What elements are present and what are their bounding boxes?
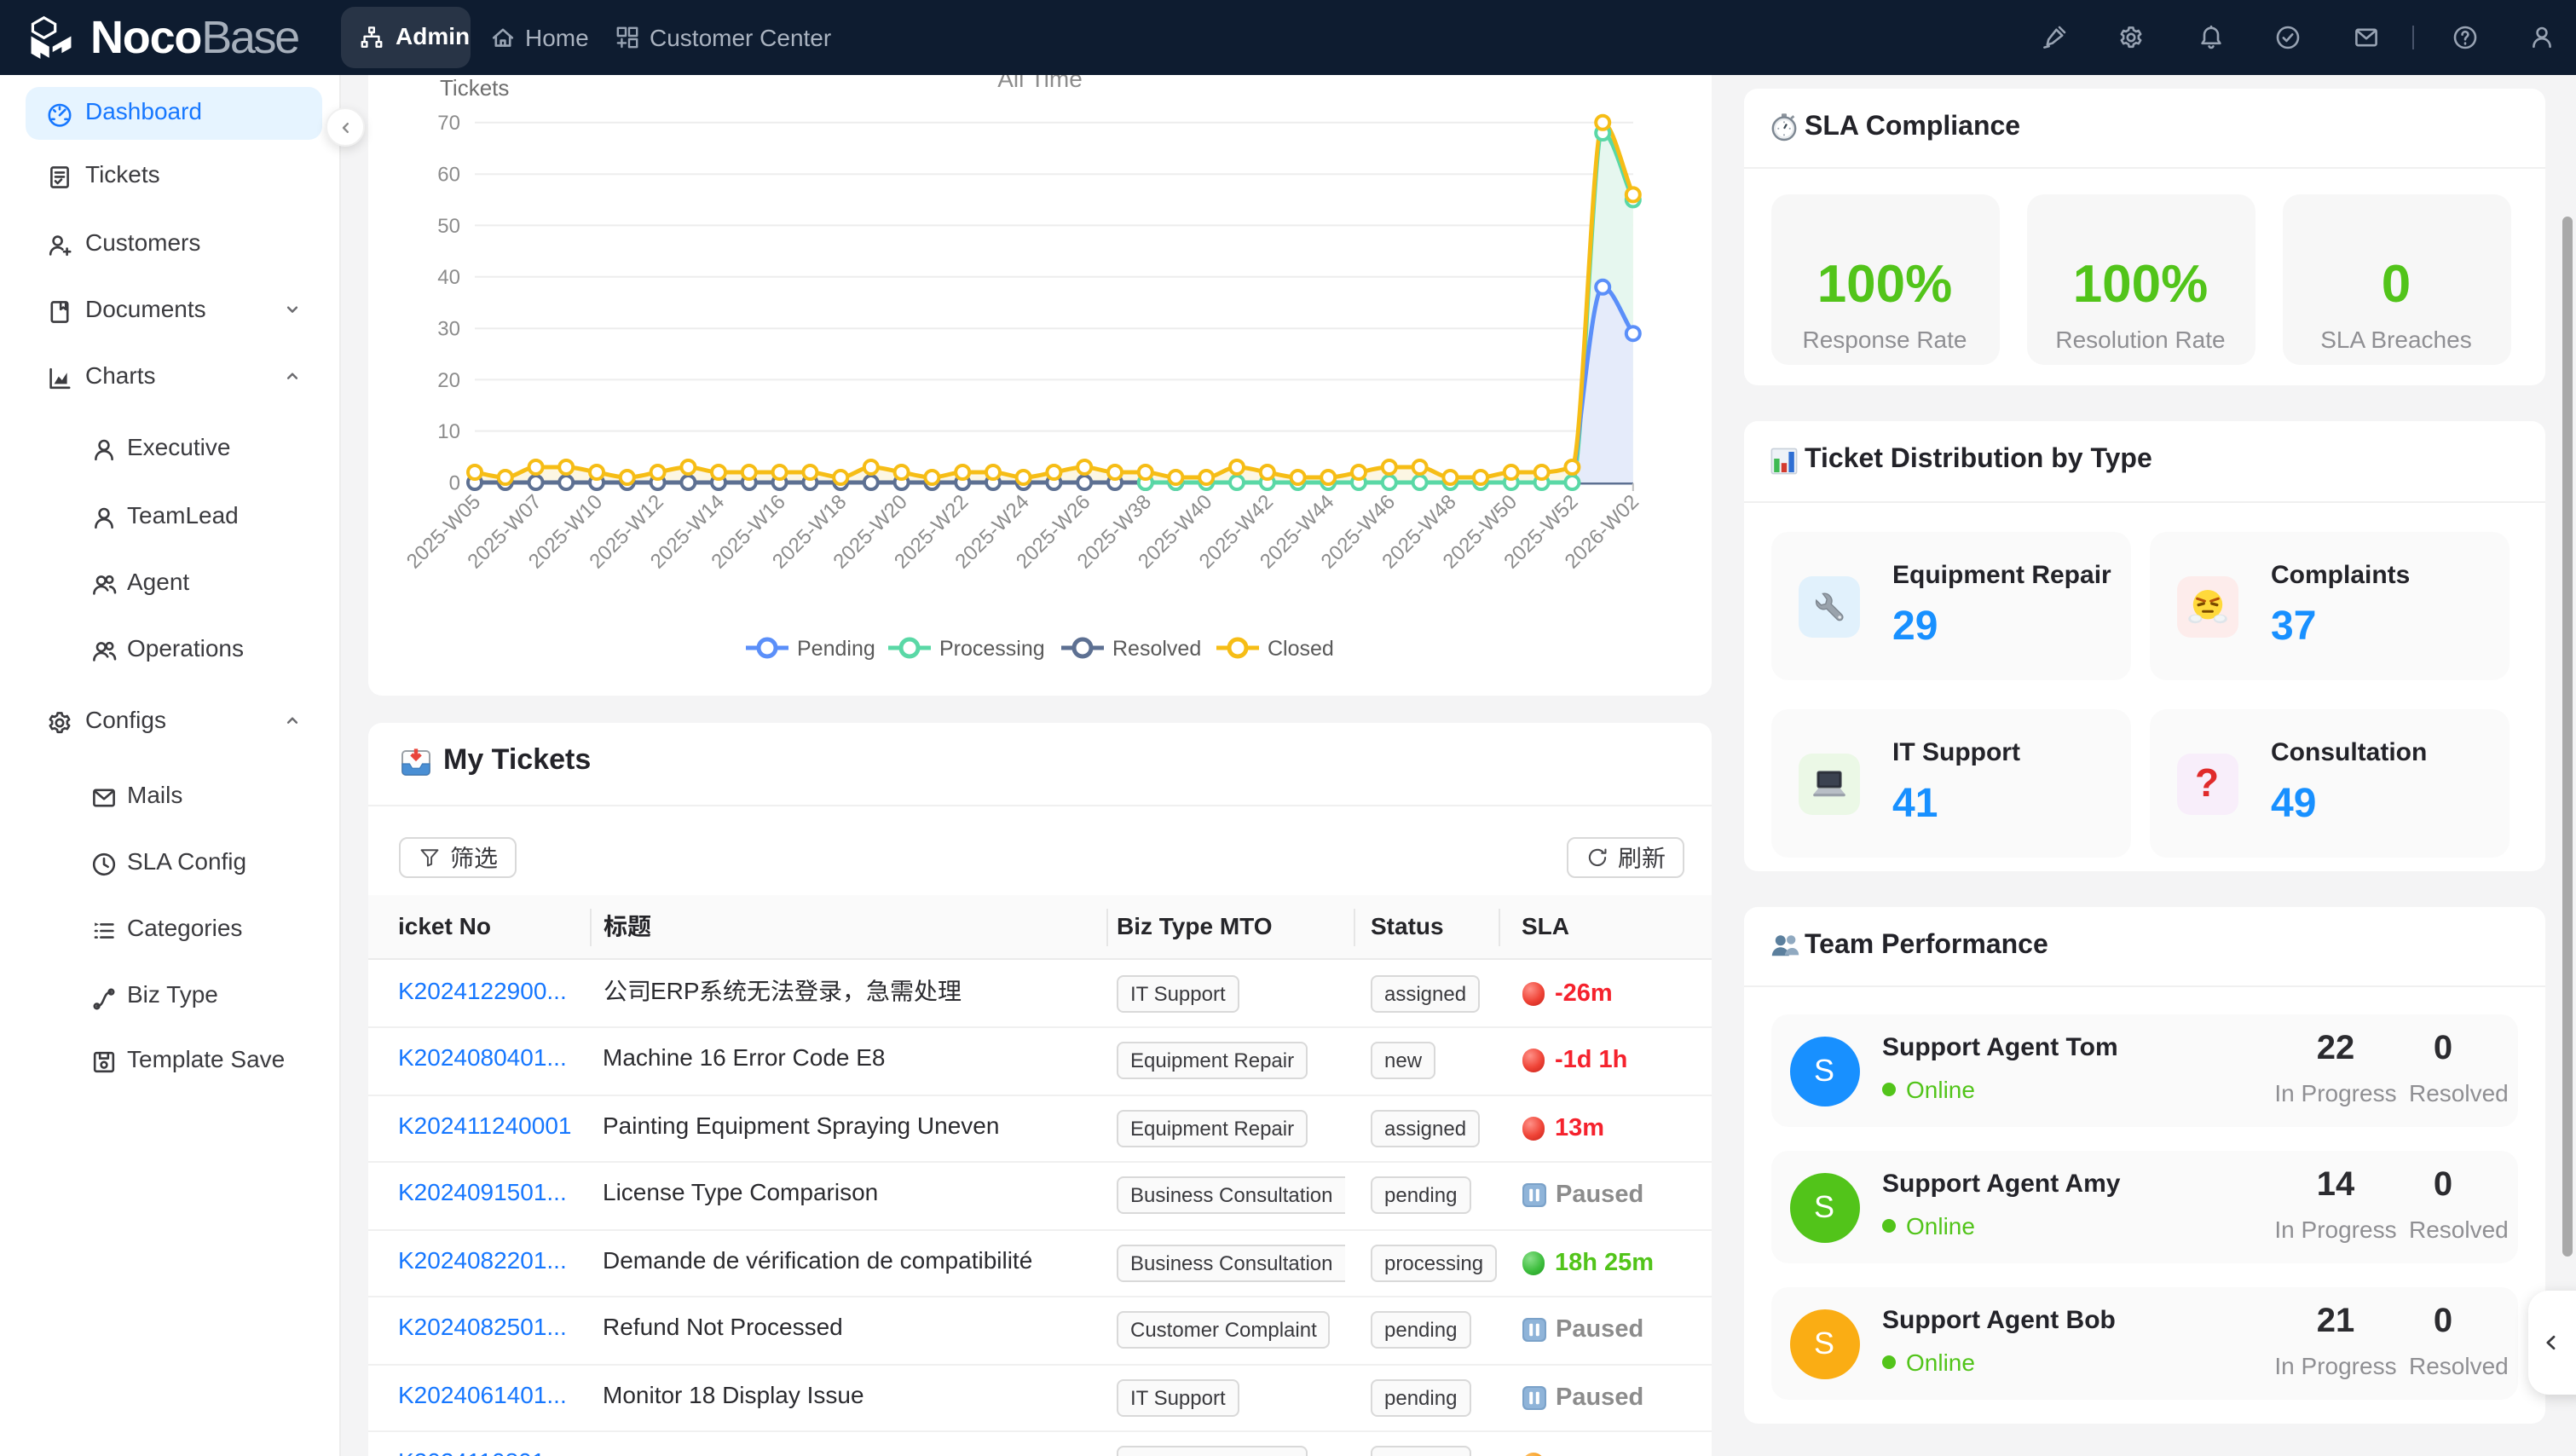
svg-text:30: 30	[437, 318, 460, 341]
svg-text:Closed: Closed	[1268, 637, 1334, 661]
svg-text:70: 70	[437, 112, 460, 135]
svg-text:10: 10	[437, 420, 460, 443]
svg-text:50: 50	[437, 215, 460, 238]
svg-text:20: 20	[437, 369, 460, 392]
svg-text:Resolved: Resolved	[1112, 637, 1201, 661]
svg-text:Pending: Pending	[797, 637, 875, 661]
svg-text:0: 0	[449, 471, 460, 494]
svg-text:Processing: Processing	[939, 637, 1045, 661]
svg-text:40: 40	[437, 266, 460, 289]
svg-text:Tickets: Tickets	[440, 75, 509, 101]
svg-text:60: 60	[437, 164, 460, 187]
